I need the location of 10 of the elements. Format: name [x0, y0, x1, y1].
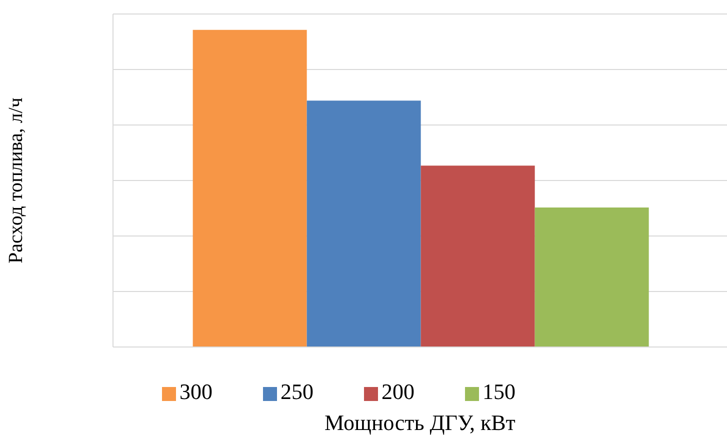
bar [420, 166, 535, 347]
bar [192, 30, 307, 347]
x-axis-title: Мощность ДГУ, кВт [324, 410, 516, 436]
bar [306, 100, 421, 347]
legend-label: 150 [482, 379, 516, 404]
y-axis-title: Расход топлива, л/ч [5, 98, 28, 264]
legend-label: 300 [180, 379, 212, 404]
legend-label: 200 [382, 379, 414, 404]
legend-label: 250 [280, 379, 314, 404]
bar [534, 207, 649, 347]
